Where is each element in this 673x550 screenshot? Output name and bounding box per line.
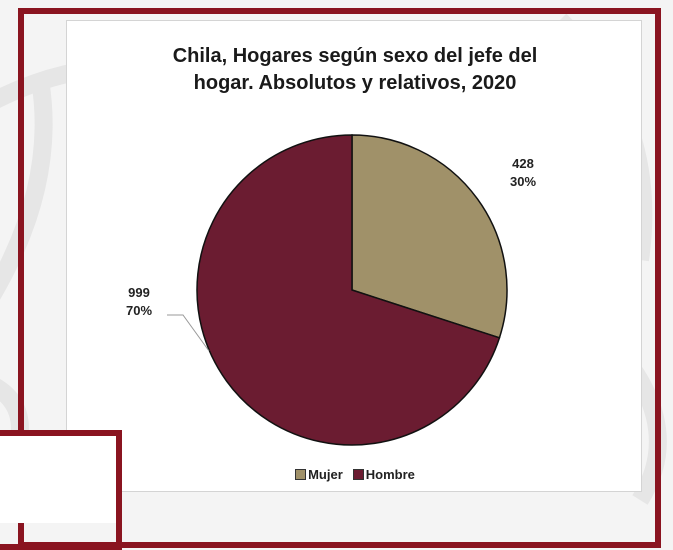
chart-area: Chila, Hogares según sexo del jefe del h…: [66, 20, 642, 492]
pie-chart: 428 30% 999 70%: [126, 134, 536, 446]
pie-slice-mujer: [351, 134, 508, 339]
leader-line-hombre: [167, 314, 210, 352]
chart-title: Chila, Hogares según sexo del jefe del h…: [67, 43, 643, 97]
data-label-value-mujer: 428: [512, 156, 534, 171]
legend-label-mujer: Mujer: [308, 467, 343, 482]
chart-legend: Mujer Hombre: [67, 467, 643, 482]
legend-swatch-mujer: [295, 469, 307, 480]
legend-label-hombre: Hombre: [365, 467, 415, 482]
legend-item-hombre: Hombre: [352, 467, 415, 482]
data-label-percent-hombre: 70%: [126, 303, 152, 318]
legend-item-mujer: Mujer: [295, 467, 343, 482]
chart-title-line-2: hogar. Absolutos y relativos, 2020: [193, 72, 517, 94]
inset-panel: [0, 432, 122, 523]
inset-frame: [0, 430, 122, 550]
chart-title-line-1: Chila, Hogares según sexo del jefe del: [172, 45, 538, 67]
data-label-value-hombre: 999: [128, 285, 150, 300]
legend-swatch-hombre: [352, 469, 364, 480]
pie-slice-hombre: [196, 134, 501, 446]
data-label-percent-mujer: 30%: [510, 174, 536, 189]
